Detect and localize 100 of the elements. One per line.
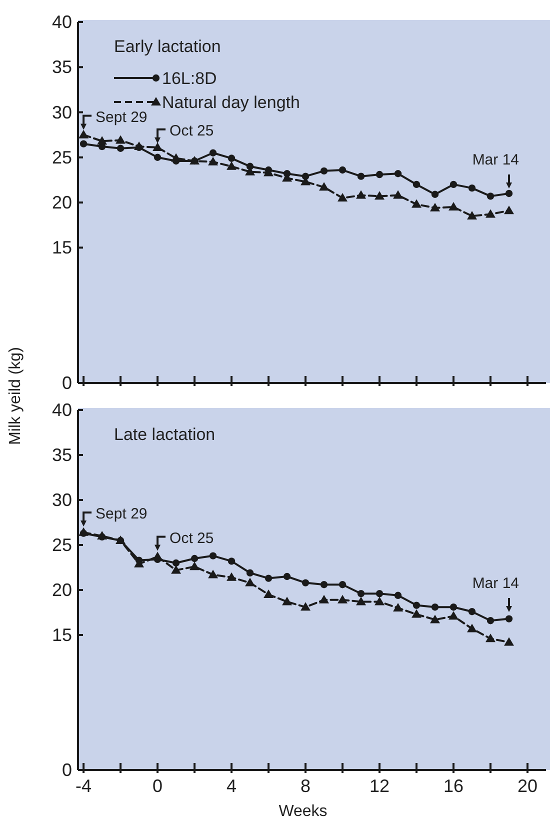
point (228, 558, 236, 565)
point (450, 604, 458, 611)
point (97, 136, 108, 145)
legend-label: 16L:8D (162, 69, 217, 88)
point (468, 608, 476, 616)
point (376, 170, 384, 178)
point (505, 190, 513, 198)
y-tick-label: 15 (52, 625, 72, 645)
point (486, 192, 494, 200)
point (374, 596, 385, 606)
point (357, 590, 365, 598)
annotation: Oct 25 (170, 530, 214, 547)
point (448, 611, 459, 620)
annotation: Sept 29 (96, 108, 148, 126)
point (264, 590, 274, 598)
point (486, 209, 496, 218)
y-tick-label: 30 (52, 102, 72, 122)
point (283, 572, 291, 580)
x-tick-label: 16 (443, 776, 464, 796)
y-tick-label: 35 (52, 57, 72, 78)
point (171, 565, 182, 574)
point (431, 190, 439, 198)
point (338, 192, 348, 202)
point (209, 149, 217, 156)
y-tick-label: 40 (52, 12, 72, 32)
point (226, 572, 237, 581)
point (264, 574, 272, 582)
y-tick-label: 0 (62, 373, 72, 393)
y-tick-label: 20 (52, 192, 72, 212)
annotation: Oct 25 (170, 122, 214, 140)
x-tick-label: 0 (152, 776, 163, 796)
point (356, 596, 366, 606)
point (208, 156, 218, 166)
point (302, 579, 310, 586)
point (208, 570, 218, 578)
point (154, 154, 162, 161)
text: Late lactation (114, 425, 216, 444)
y-tick-label: 15 (52, 238, 72, 258)
point (431, 604, 439, 611)
annotation: Mar 14 (472, 151, 520, 168)
point (412, 180, 420, 188)
y-axis-title: Milk yeild (kg) (7, 347, 24, 445)
y-tick-label: 20 (52, 580, 72, 600)
point (505, 615, 513, 622)
annotation: Sept 29 (96, 506, 148, 522)
point (412, 602, 420, 609)
point (468, 184, 476, 192)
point (338, 594, 348, 604)
annotation: Mar 14 (472, 575, 520, 592)
point (78, 527, 89, 536)
point (393, 603, 404, 612)
x-tick-label: 20 (517, 776, 538, 796)
x-tick-label: 4 (226, 776, 237, 796)
point (116, 135, 126, 144)
point (376, 590, 384, 598)
point (393, 190, 404, 199)
point (190, 554, 198, 562)
point (504, 637, 514, 646)
x-tick-label: 8 (300, 776, 311, 796)
point (412, 609, 422, 618)
point (116, 144, 124, 152)
point (80, 140, 88, 148)
point (467, 624, 478, 632)
point (448, 202, 459, 211)
point (226, 161, 237, 170)
point (504, 206, 514, 214)
x-tick-label: -4 (76, 776, 92, 796)
point (486, 634, 496, 642)
point (209, 552, 217, 560)
point (374, 191, 385, 200)
point (357, 172, 365, 180)
y-tick-label: 25 (52, 147, 72, 168)
point (338, 166, 346, 174)
point (228, 154, 236, 162)
text: Early lactation (114, 37, 221, 56)
point (171, 153, 182, 162)
point (486, 617, 494, 624)
point (394, 592, 402, 599)
y-tick-label: 0 (62, 760, 72, 780)
point (245, 578, 256, 586)
point (320, 581, 328, 588)
y-tick-label: 40 (52, 400, 72, 420)
point (356, 190, 366, 199)
x-tick-label: 12 (370, 776, 390, 796)
y-tick-label: 30 (52, 490, 72, 510)
legend-label: Natural day length (162, 93, 300, 112)
point (78, 130, 89, 138)
point (338, 581, 346, 588)
point (430, 202, 440, 212)
point (430, 614, 440, 624)
point (319, 594, 330, 604)
point (412, 199, 422, 208)
point (152, 142, 163, 151)
point (282, 596, 292, 606)
y-tick-label: 25 (52, 535, 72, 555)
point (320, 167, 328, 175)
y-tick-label: 35 (52, 445, 72, 465)
point (246, 569, 254, 576)
point (450, 180, 458, 188)
point (319, 182, 330, 191)
